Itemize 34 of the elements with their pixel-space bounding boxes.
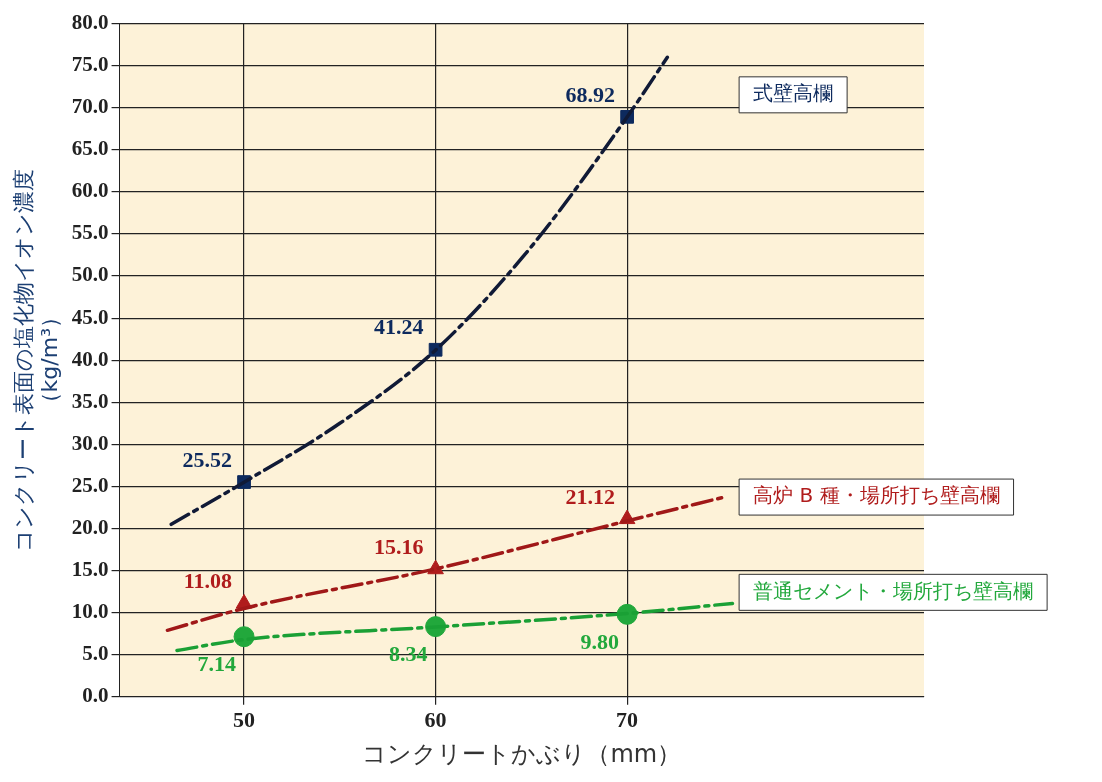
y-tick-label: 0.0 [82,683,109,708]
y-tick-label: 20.0 [71,514,109,539]
y-tick-label: 80.0 [71,10,109,35]
data-label: 9.80 [580,629,620,655]
text: 高炉 B 種・場所打ち壁高欄 [753,483,1000,508]
y-tick-label: 60.0 [71,178,109,203]
data-label: 25.52 [182,446,233,472]
data-label: 11.08 [183,568,233,594]
line-series [169,55,670,527]
data-label: 68.92 [565,81,616,107]
x-tick-label: 50 [233,706,256,732]
x-tick-label: 70 [616,706,639,732]
data-label: 15.16 [374,533,424,559]
y-tick-label: 75.0 [71,52,109,77]
y-tick-label: 30.0 [71,430,109,455]
y-tick-label: 50.0 [71,262,109,287]
data-label: 7.14 [197,651,237,677]
y-axis-title: コンクリート表面の塩化物イオン濃度（kg/m³） [10,168,63,552]
x-tick-label: 60 [424,706,447,732]
y-tick-label: 45.0 [71,304,109,329]
y-tick-label: 65.0 [71,136,109,161]
y-tick-label: 15.0 [71,557,109,581]
data-label: 41.24 [374,314,424,340]
text: 普通セメント・場所打ち壁高欄 [753,578,1034,603]
y-tick-label: 5.0 [82,641,109,666]
y-tick-label: 70.0 [71,94,109,119]
y-tick-label: 35.0 [71,388,109,413]
y-tick-label: 25.0 [71,472,109,497]
y-tick-label: 10.0 [71,599,109,624]
y-tick-label: 40.0 [71,346,109,371]
x-axis-title: コンクリートかぶり（mm） [362,739,682,768]
text: 式壁高欄 [753,81,834,106]
data-label: 21.12 [565,483,616,509]
y-tick-label: 55.0 [71,220,109,245]
